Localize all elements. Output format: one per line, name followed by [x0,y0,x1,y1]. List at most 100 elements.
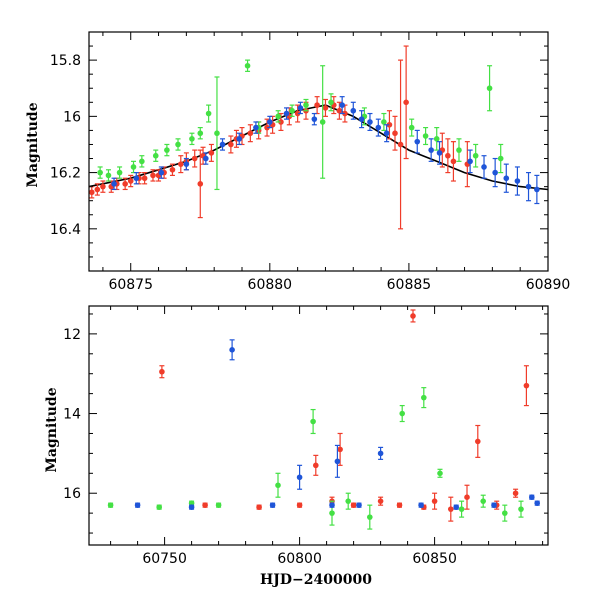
y-tick-label: 14 [63,407,81,423]
data-point-blue [269,502,276,508]
data-point-red [396,502,403,508]
data-point-blue [203,155,209,162]
data-point-green [130,164,137,170]
data-point-green [275,113,281,120]
bottom-panel: 60750 60800 60850 12 14 16 [63,305,549,567]
data-point-red [336,107,343,114]
data-point-blue [453,504,460,510]
data-point-red [377,498,384,504]
data-point-blue [229,347,235,353]
data-point-red [523,382,530,389]
data-point-blue [503,175,510,182]
data-point-blue [356,502,362,508]
data-point-blue [428,147,434,153]
data-point-red [159,368,165,375]
data-point-green [289,107,295,114]
data-point-green [215,502,222,508]
data-point-green [107,502,114,508]
data-point-red [191,155,198,162]
data-point-green [381,119,387,125]
data-point-blue [492,169,498,176]
data-point-blue [334,458,341,465]
x-tick-label: 60850 [412,551,457,567]
data-point-green [189,136,195,142]
x-tick-label: 60880 [248,277,293,293]
data-point-green [97,169,103,176]
data-point-red [294,110,301,117]
data-point-red [386,121,393,128]
data-point-green [422,133,429,139]
data-point-green [433,136,440,142]
data-point-blue [219,141,226,148]
data-point-green [105,172,112,179]
data-point-red [127,178,134,184]
data-point-red [445,152,451,159]
data-point-blue [436,150,443,156]
data-point-blue [525,183,532,190]
x-tick-label: 60875 [108,277,153,293]
data-point-red [392,130,398,137]
data-point-red [178,161,184,167]
data-point-green [139,158,145,165]
data-point-red [296,502,303,508]
data-point-red [228,141,234,148]
data-point-blue [339,102,345,108]
data-point-red [150,172,156,179]
y-tick-label: 12 [63,327,81,343]
axis-frame [88,305,549,546]
y-tick-label: 16 [63,109,81,125]
data-point-red [202,502,208,508]
data-point-red [278,119,284,125]
data-point-green [319,119,326,125]
data-point-blue [514,178,521,184]
x-tick-label: 60750 [142,551,187,567]
data-point-green [205,110,212,117]
data-point-green [458,506,465,512]
data-point-blue [188,504,195,510]
data-point-red [94,186,101,193]
x-tick-label: 60890 [526,277,571,293]
data-point-red [410,313,416,319]
data-point-blue [329,502,335,508]
data-point-blue [158,169,165,176]
data-point-green [175,141,181,148]
data-point-green [497,155,504,162]
data-point-red [256,504,262,510]
data-point-blue [383,130,390,137]
data-point-green [421,394,427,401]
data-point-red [403,99,409,106]
data-point-red [448,506,454,512]
data-point-green [329,510,335,516]
data-point-red [264,124,270,131]
data-point-green [328,99,334,106]
data-point-blue [481,164,487,170]
data-point-red [197,181,204,187]
data-point-red [141,175,148,182]
data-point-green [472,152,479,159]
data-point-green [437,470,443,477]
data-point-red [512,490,519,497]
data-point-blue [283,110,290,117]
y-tick-label: 15.8 [50,53,81,69]
data-point-blue [529,494,535,501]
data-point-green [156,504,162,510]
data-point-blue [367,119,373,125]
x-tick-label: 60800 [277,551,322,567]
data-point-blue [414,138,421,145]
data-point-red [313,462,319,469]
data-point-blue [491,502,497,508]
data-point-red [314,102,320,108]
data-point-green [502,510,508,516]
data-point-green [367,514,373,520]
y-tick-label: 16.4 [50,222,81,238]
data-point-blue [311,116,318,122]
data-point-green [345,498,352,504]
data-point-red [431,498,438,504]
data-point-blue [377,450,384,457]
data-point-green [197,130,204,137]
top-ylabel: Magnitude [25,102,41,187]
data-point-red [350,502,357,508]
data-point-red [89,189,95,196]
data-point-green [408,124,415,131]
data-point-green [480,498,487,504]
